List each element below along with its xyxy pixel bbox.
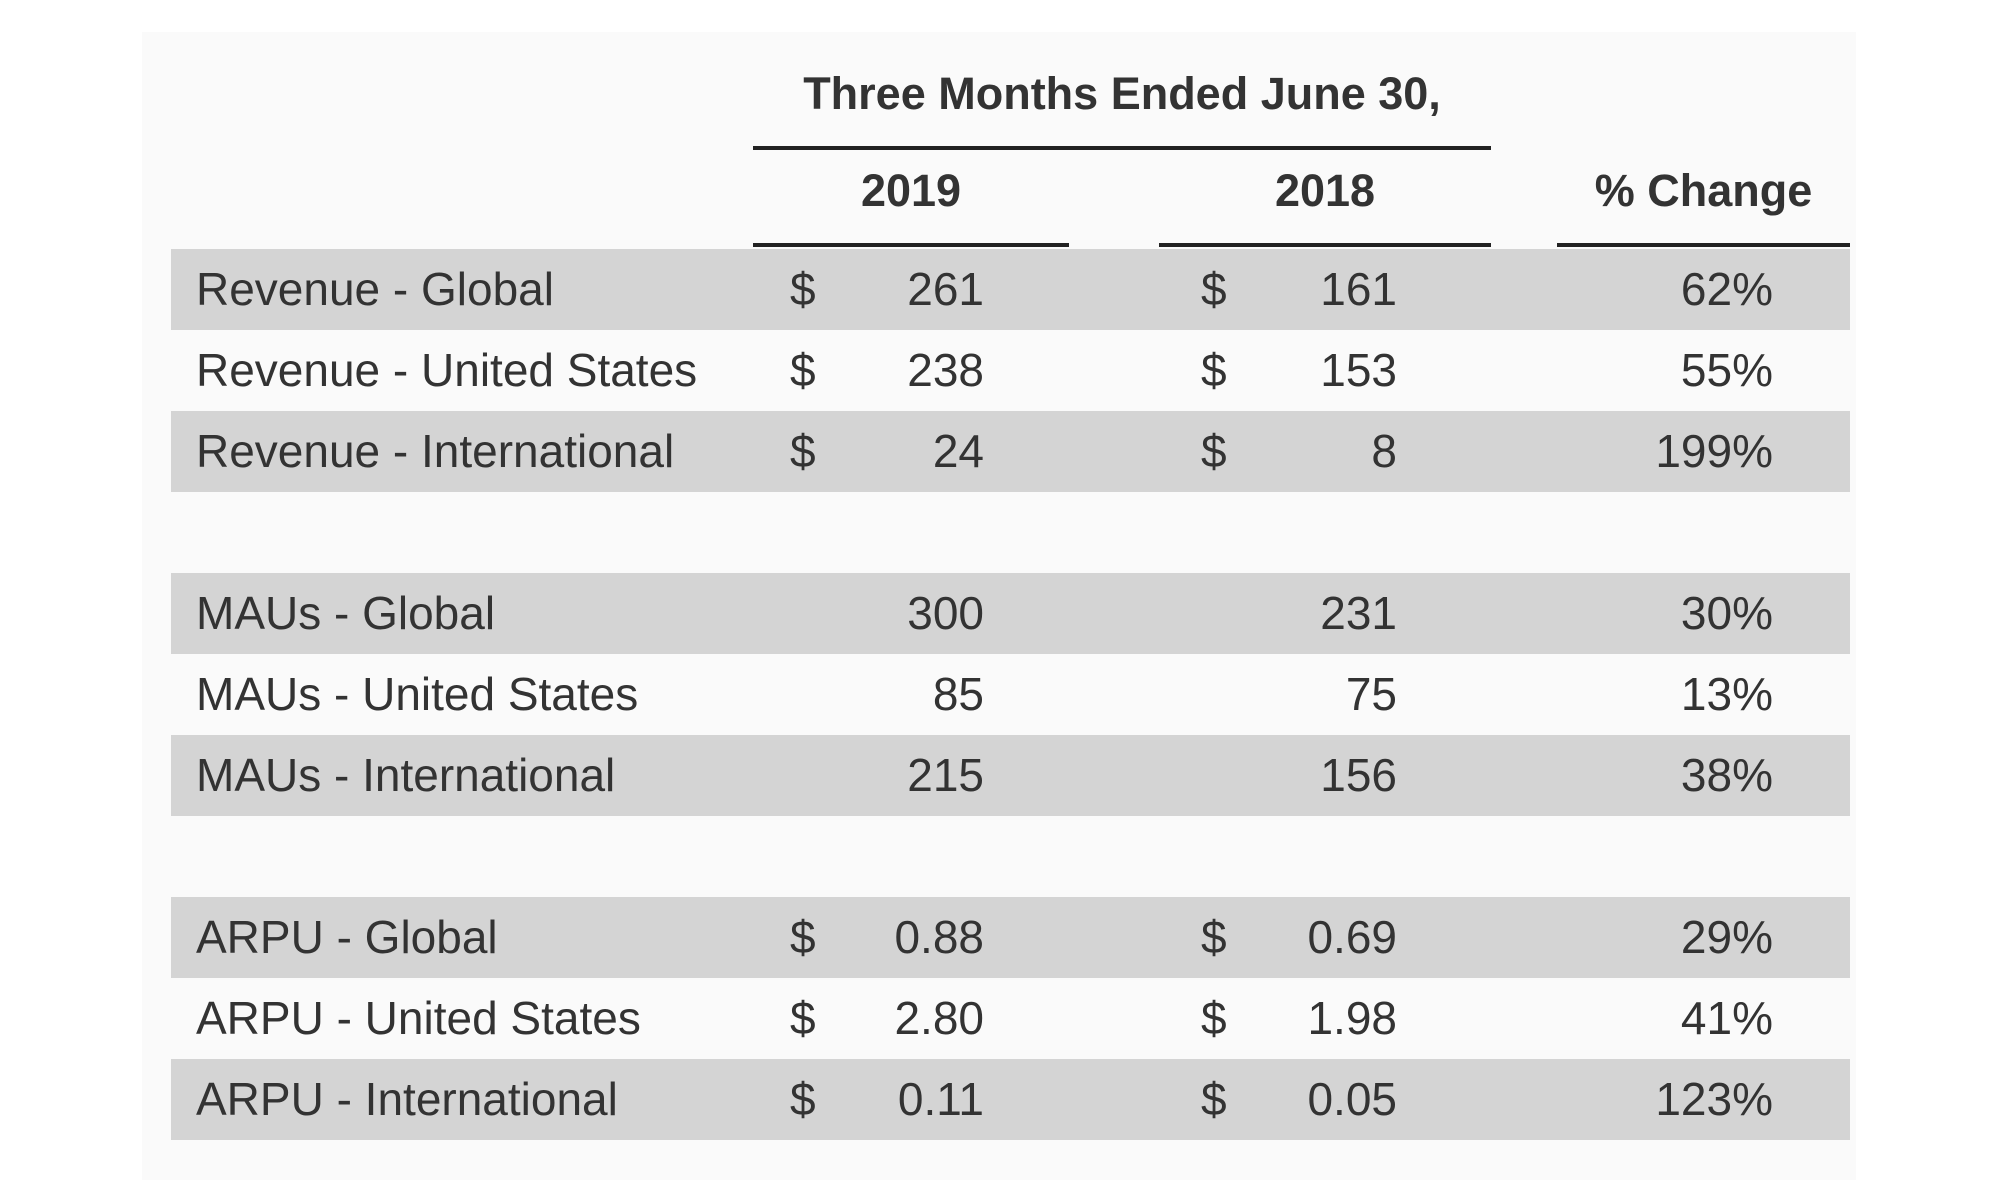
row-band (171, 573, 1850, 654)
column-rule (753, 243, 1069, 247)
cell-value: 300 (907, 587, 984, 639)
row-band (171, 735, 1850, 816)
row-label: MAUs - United States (196, 668, 639, 720)
currency: $ (1201, 911, 1227, 963)
cell-change: 13% (1680, 668, 1773, 720)
row-band (171, 897, 1850, 978)
cell-value: 156 (1320, 749, 1397, 801)
currency: $ (1201, 263, 1227, 315)
column-rule (1557, 243, 1850, 247)
cell-value: 231 (1320, 587, 1397, 639)
row-label: MAUs - Global (196, 587, 496, 639)
row-label: ARPU - Global (196, 911, 498, 963)
cell-value: 153 (1320, 344, 1397, 396)
currency: $ (790, 1073, 816, 1125)
currency: $ (1201, 992, 1227, 1044)
row-band (171, 411, 1850, 492)
cell-value: 1.98 (1307, 992, 1397, 1044)
row-label: Revenue - United States (196, 344, 698, 396)
currency: $ (790, 425, 816, 477)
cell-value: 2.80 (894, 992, 984, 1044)
currency: $ (790, 992, 816, 1044)
row-band (171, 249, 1850, 330)
column-header: % Change (1594, 165, 1813, 216)
cell-value: 161 (1320, 263, 1397, 315)
cell-value: 85 (932, 668, 984, 720)
header-title: Three Months Ended June 30, (803, 68, 1441, 119)
cell-change: 62% (1680, 263, 1773, 315)
row-band (171, 1059, 1850, 1140)
row-label: MAUs - International (196, 749, 616, 801)
cell-change: 199% (1655, 425, 1773, 477)
row-label: Revenue - Global (196, 263, 554, 315)
cell-value: 0.11 (897, 1073, 984, 1125)
cell-change: 41% (1680, 992, 1773, 1044)
cell-value: 0.88 (894, 911, 984, 963)
cell-value: 261 (907, 263, 984, 315)
currency: $ (790, 344, 816, 396)
currency: $ (1201, 344, 1227, 396)
cell-change: 30% (1680, 587, 1773, 639)
currency: $ (1201, 1073, 1227, 1125)
cell-value: 0.05 (1307, 1073, 1397, 1125)
row-label: ARPU - International (196, 1073, 618, 1125)
cell-change: 38% (1680, 749, 1773, 801)
currency: $ (790, 911, 816, 963)
currency: $ (1201, 425, 1227, 477)
column-header: 2018 (1274, 165, 1376, 216)
cell-value: 238 (907, 344, 984, 396)
cell-value: 215 (907, 749, 984, 801)
cell-value: 75 (1345, 668, 1397, 720)
row-label: Revenue - International (196, 425, 675, 477)
cell-change: 29% (1680, 911, 1773, 963)
cell-value: 8 (1371, 425, 1397, 477)
row-label: ARPU - United States (196, 992, 641, 1044)
cell-change: 55% (1680, 344, 1773, 396)
column-rule (1159, 243, 1491, 247)
cell-value: 24 (932, 425, 984, 477)
currency: $ (790, 263, 816, 315)
header-rule (753, 146, 1491, 150)
cell-change: 123% (1655, 1073, 1773, 1125)
cell-value: 0.69 (1307, 911, 1397, 963)
column-header: 2019 (860, 165, 962, 216)
